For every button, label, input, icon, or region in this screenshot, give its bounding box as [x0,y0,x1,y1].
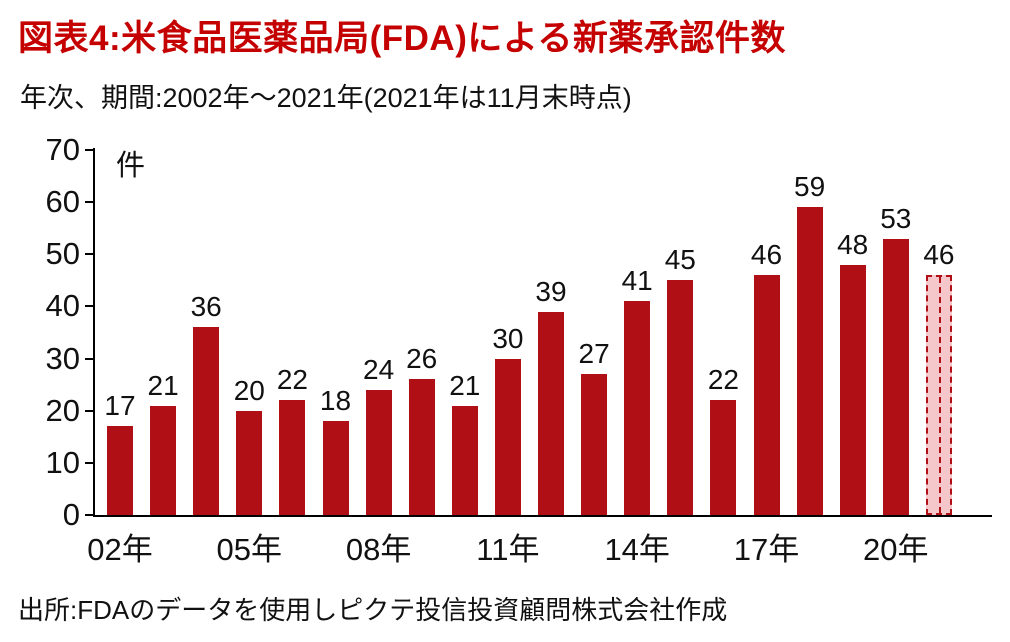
bar-value-label: 36 [190,291,222,323]
bar-value-label: 39 [535,275,567,307]
bar-value-label: 27 [578,338,610,370]
x-axis-tick-label: 02年 [87,532,153,567]
bar [322,421,349,515]
bar-value-label: 21 [147,369,179,401]
bar-center-dash [938,277,941,513]
bar [538,311,564,515]
y-axis-tick-mark [85,514,93,516]
bar [882,238,909,515]
bar-value-label: 24 [363,353,395,385]
chart-subtitle: 年次、期間:2002年〜2021年(2021年は11月末時点) [20,83,632,113]
bar [839,264,866,515]
bar [408,379,435,515]
y-axis-tick-label: 40 [45,288,80,324]
bar-value-label: 59 [794,171,826,203]
y-axis-line [93,148,95,517]
source-note: 出所:FDAのデータを使用しピクテ投信投資顧問株式会社作成 [18,595,728,625]
y-axis-tick-mark [85,149,93,151]
bar [710,400,737,515]
bar-value-label: 46 [750,239,783,271]
bar-value-label: 21 [449,369,481,401]
bar-value-label: 18 [319,385,352,417]
y-axis-tick-label: 60 [45,184,80,220]
x-axis-line [93,515,992,517]
y-axis-tick-mark [85,201,93,204]
bar-value-label: 41 [621,265,653,297]
chart-title: 図表4:米食品医薬品局(FDA)による新薬承認件数 [18,19,786,58]
bar [451,405,478,515]
bar [193,327,220,515]
y-axis-tick-mark [85,409,93,412]
bar-value-label: 22 [276,364,308,396]
bar-value-label: 48 [837,228,869,260]
y-axis-tick-mark [85,357,93,360]
y-axis-tick-label: 70 [45,132,80,167]
x-axis-tick-label: 11年 [476,532,540,567]
bar-value-label: 53 [880,202,912,234]
bar-value-label: 45 [664,244,696,276]
bar [667,280,694,515]
bar [150,405,177,515]
bar-value-label: 26 [406,343,438,375]
x-axis-tick-label: 17年 [733,532,800,567]
bar [581,374,608,515]
y-axis-unit-label: 件 [116,150,146,182]
x-axis-tick-label: 14年 [604,532,670,567]
y-axis-tick-label: 10 [45,444,80,480]
bar [494,358,521,515]
x-axis-tick-label: 05年 [216,532,283,567]
bar [279,400,306,515]
bar [753,275,780,515]
y-axis-tick-mark [85,305,93,308]
y-axis-tick-label: 30 [45,340,80,376]
bar-value-label: 22 [707,364,739,396]
bar-value-label: 20 [233,374,265,406]
y-axis-tick-label: 0 [62,497,80,532]
bar [365,389,392,515]
x-axis-tick-label: 20年 [863,532,929,567]
y-axis-tick-mark [85,461,93,464]
bar-value-label: 30 [492,322,524,354]
bar-value-label: 17 [104,390,136,422]
bar-value-label: 46 [923,239,955,271]
x-axis-tick-label: 08年 [345,532,412,567]
bar [796,207,823,515]
bar [624,301,651,515]
bar [236,410,263,515]
y-axis-tick-mark [85,253,93,256]
y-axis-tick-label: 50 [45,236,80,272]
bar [107,426,133,515]
y-axis-tick-label: 20 [45,392,80,428]
bar-forecast [925,275,952,515]
